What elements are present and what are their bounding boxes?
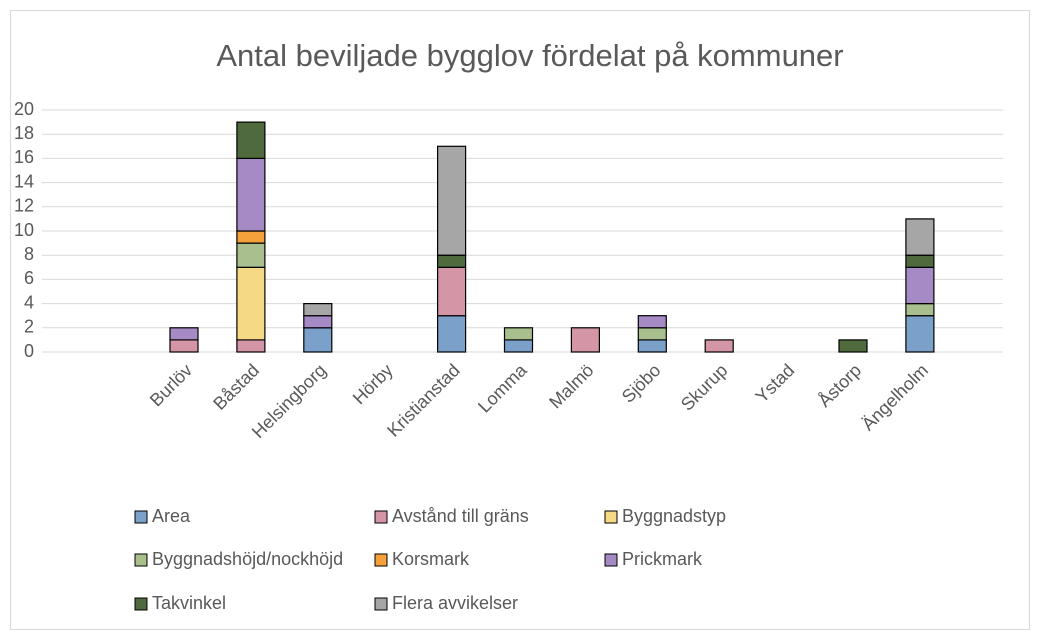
bar-segment xyxy=(236,121,266,159)
bar-segment xyxy=(905,315,935,353)
bar-segment xyxy=(905,254,935,268)
bar-segment xyxy=(704,339,734,353)
chart-border xyxy=(10,10,1030,630)
chart-title: Antal beviljade bygglov fördelat på komm… xyxy=(216,38,843,73)
y-tick-label: 20 xyxy=(14,99,34,119)
legend-swatch xyxy=(374,597,388,611)
legend-swatch xyxy=(604,510,618,524)
bar-segment xyxy=(236,157,266,232)
y-tick-label: 18 xyxy=(14,123,34,143)
bar-segment xyxy=(637,339,667,353)
bar-segment xyxy=(437,145,467,256)
bar-segment xyxy=(303,327,333,353)
legend-swatch xyxy=(134,597,148,611)
legend-swatch xyxy=(134,510,148,524)
bar-segment xyxy=(838,339,868,353)
y-tick-label: 6 xyxy=(24,268,34,288)
bar-segment xyxy=(303,315,333,329)
y-tick-label: 2 xyxy=(24,317,34,337)
legend-swatch xyxy=(134,553,148,567)
bar-segment xyxy=(503,339,534,353)
legend-swatch xyxy=(374,553,388,567)
bar-segment xyxy=(905,303,935,317)
legend-swatch xyxy=(374,510,388,524)
bar-segment xyxy=(169,327,199,341)
bar-segment xyxy=(437,315,467,353)
y-tick-label: 16 xyxy=(14,147,34,167)
y-tick-label: 10 xyxy=(14,220,34,240)
y-tick-label: 12 xyxy=(14,196,34,216)
bar-segment xyxy=(437,254,467,268)
legend-label: Byggnadstyp xyxy=(622,506,726,526)
legend-label: Prickmark xyxy=(622,549,703,569)
bar-segment xyxy=(236,339,266,353)
bar-segment xyxy=(905,266,935,305)
legend-swatch xyxy=(604,553,618,567)
bar-segment xyxy=(637,327,667,341)
legend-label: Area xyxy=(152,506,191,526)
legend-label: Korsmark xyxy=(392,549,470,569)
bar-segment xyxy=(236,266,266,341)
legend-label: Avstånd till gräns xyxy=(392,506,529,526)
bar-segment xyxy=(570,327,601,353)
y-tick-label: 4 xyxy=(24,292,34,312)
legend-label: Byggnadshöjd/nockhöjd xyxy=(152,549,343,569)
bar-segment xyxy=(503,327,534,341)
bar-segment xyxy=(303,303,333,317)
y-tick-label: 0 xyxy=(24,341,34,361)
bar-segment xyxy=(236,242,266,268)
bar-segment xyxy=(637,315,667,329)
legend-label: Takvinkel xyxy=(152,593,226,613)
legend-label: Flera avvikelser xyxy=(392,593,518,613)
y-tick-label: 14 xyxy=(14,171,34,191)
y-tick-label: 8 xyxy=(24,244,34,264)
bar-segment xyxy=(437,266,467,317)
bar-segment xyxy=(169,339,199,353)
bar-segment xyxy=(236,230,266,244)
bar-segment xyxy=(905,218,935,256)
